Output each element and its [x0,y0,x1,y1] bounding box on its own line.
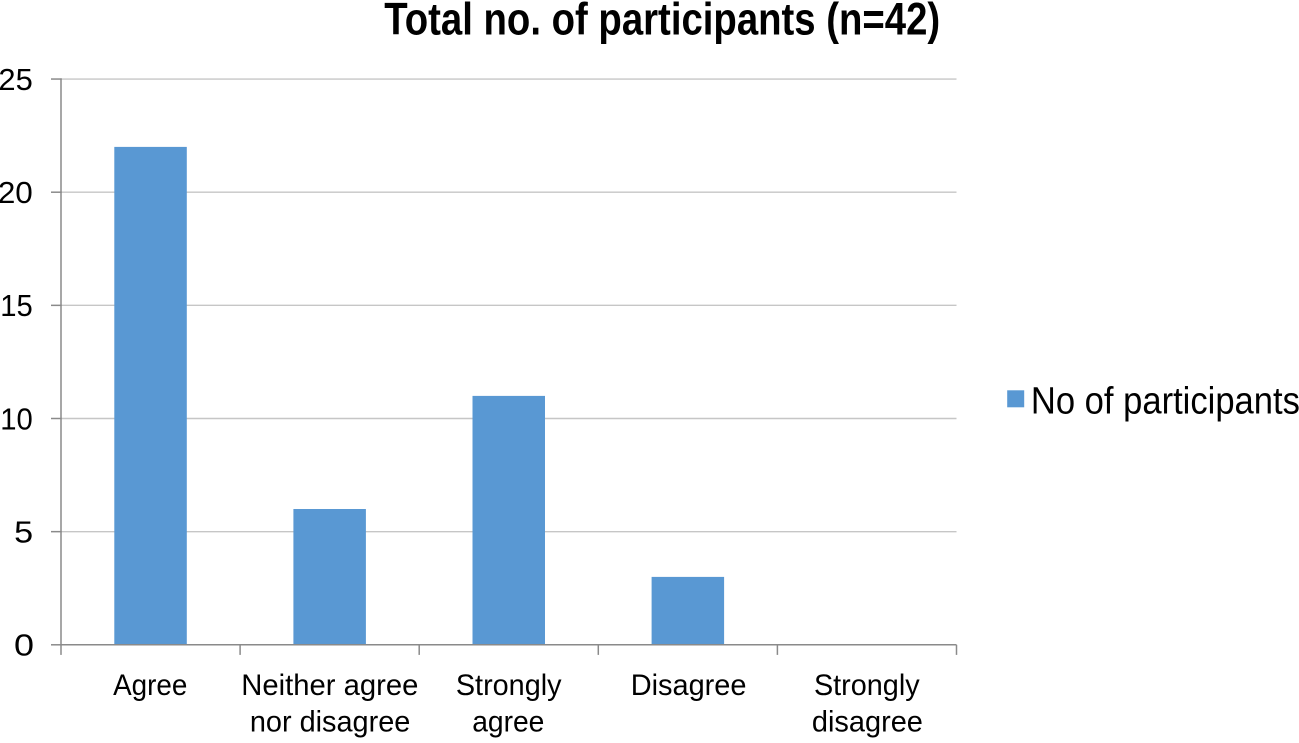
svg-text:nor disagree: nor disagree [250,705,411,738]
svg-text:disagree: disagree [812,705,923,738]
svg-text:Disagree: Disagree [631,669,747,702]
svg-text:Strongly: Strongly [456,669,562,702]
svg-text:25: 25 [0,62,33,97]
svg-text:agree: agree [472,705,544,738]
svg-text:20: 20 [0,175,33,210]
svg-text:5: 5 [14,515,33,550]
svg-text:10: 10 [0,401,33,436]
svg-text:No of participants: No of participants [1031,379,1299,422]
svg-text:0: 0 [14,628,34,663]
svg-text:Neither agree: Neither agree [241,669,418,702]
svg-text:Total no. of participants (n=4: Total no. of participants (n=42) [384,0,940,45]
svg-text:Strongly: Strongly [814,669,920,702]
svg-text:15: 15 [0,288,33,323]
svg-text:Agree: Agree [113,669,187,702]
